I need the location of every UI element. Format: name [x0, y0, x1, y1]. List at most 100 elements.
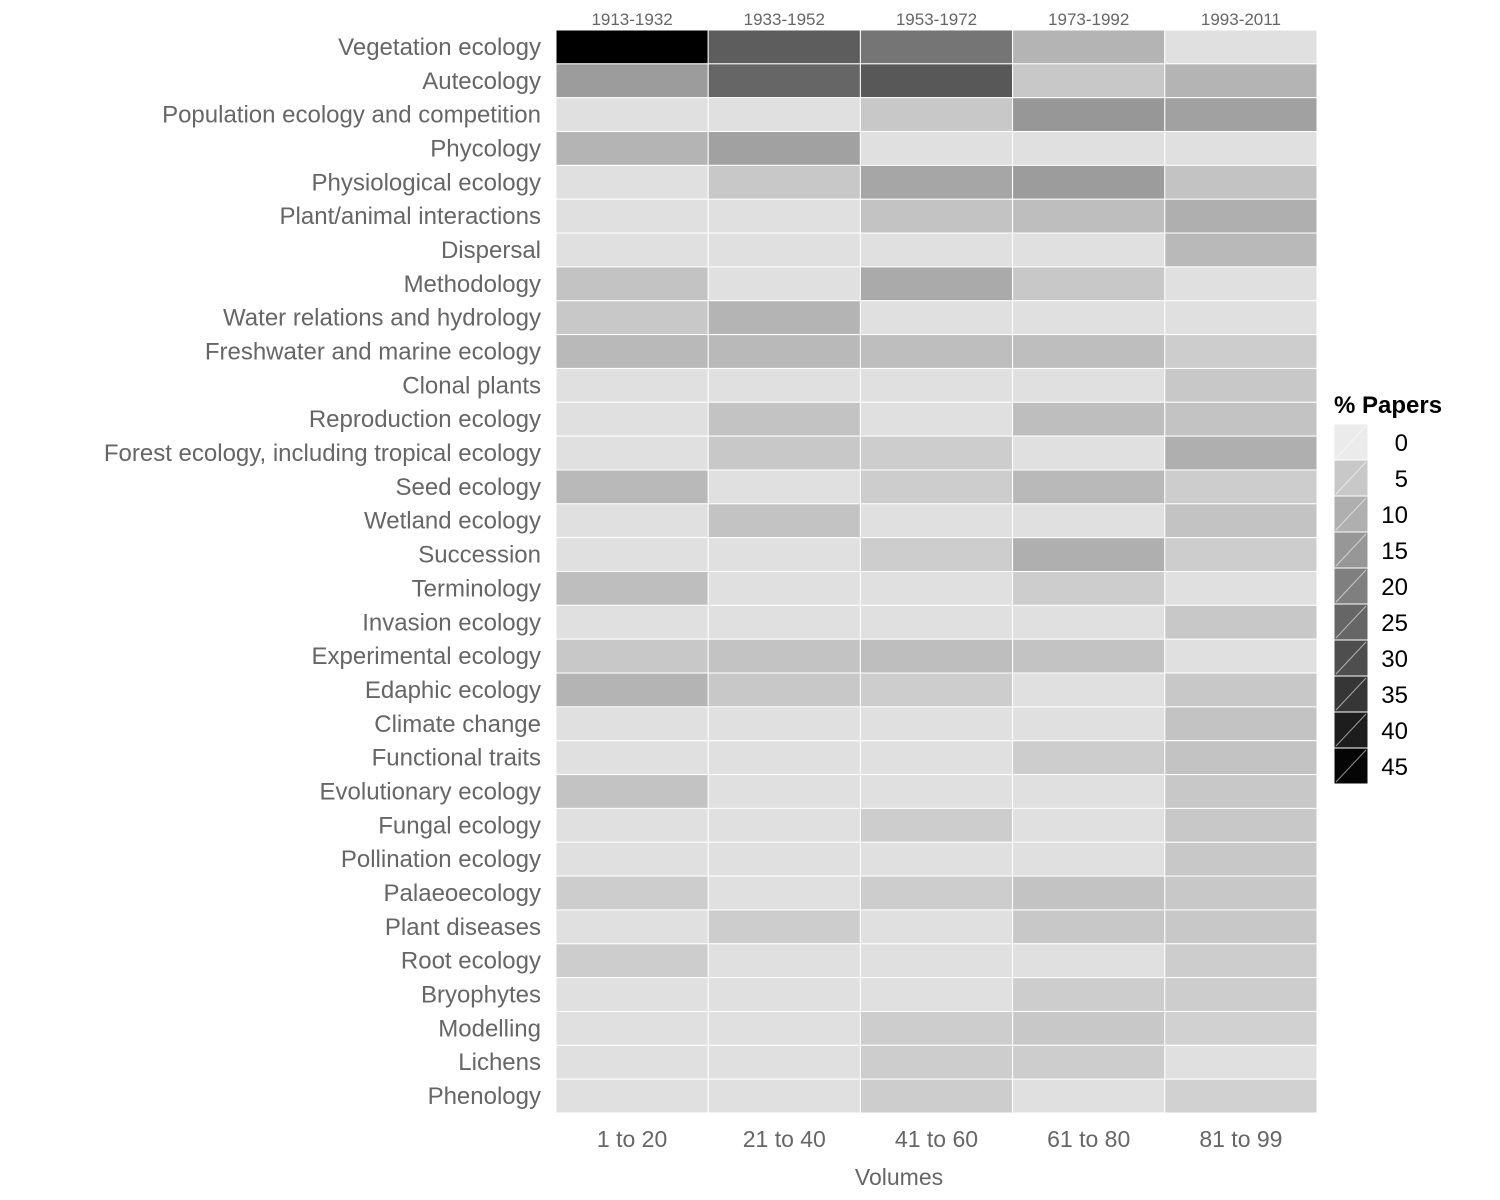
- cell-wetland-ecology-col-3: [859, 503, 1014, 539]
- row-label-modelling: Modelling: [438, 1015, 541, 1042]
- cell-modelling-col-2: [707, 1010, 861, 1046]
- cell-pollination-ecology-col-3: [859, 841, 1014, 877]
- cell-bryophytes-col-1: [555, 977, 709, 1012]
- cell-experimental-ecology-col-5: [1164, 638, 1318, 674]
- row-label-freshwater-and-marine-ecology: Freshwater and marine ecology: [205, 339, 541, 366]
- cell-invasion-ecology-col-4: [1012, 604, 1166, 640]
- cell-root-ecology-col-4: [1012, 943, 1166, 979]
- legend-label: 10: [1381, 502, 1408, 529]
- column-period-label: 1973-1992: [1048, 10, 1129, 29]
- row-label-bryophytes: Bryophytes: [421, 982, 541, 1009]
- cell-climate-change-col-3: [859, 706, 1014, 742]
- cell-plant-diseases-col-2: [707, 909, 861, 945]
- cell-edaphic-ecology-col-5: [1164, 672, 1318, 708]
- cell-dispersal-col-5: [1164, 232, 1318, 268]
- cell-phycology-col-5: [1164, 131, 1318, 166]
- cell-functional-traits-col-1: [555, 740, 709, 776]
- cell-seed-ecology-col-2: [707, 469, 861, 505]
- cell-palaeoecology-col-2: [707, 875, 861, 911]
- cell-experimental-ecology-col-2: [707, 638, 861, 674]
- cell-fungal-ecology-col-5: [1164, 807, 1318, 843]
- cell-reproduction-ecology-col-2: [707, 401, 861, 437]
- row-label-autecology: Autecology: [422, 68, 541, 95]
- cell-reproduction-ecology-col-4: [1012, 401, 1166, 437]
- cell-methodology-col-4: [1012, 266, 1166, 302]
- cell-terminology-col-4: [1012, 571, 1166, 606]
- cell-experimental-ecology-col-1: [555, 638, 709, 674]
- cell-physiological-ecology-col-3: [859, 164, 1014, 200]
- cell-physiological-ecology-col-2: [707, 164, 861, 200]
- cell-phenology-col-5: [1164, 1078, 1318, 1114]
- cell-water-relations-and-hydrology-col-1: [555, 300, 709, 336]
- legend-swatch-diagonal: [1335, 533, 1367, 567]
- cell-evolutionary-ecology-col-4: [1012, 774, 1166, 809]
- column-volume-label: 61 to 80: [1047, 1126, 1130, 1152]
- cell-vegetation-ecology-col-5: [1164, 29, 1318, 65]
- cell-physiological-ecology-col-1: [555, 164, 709, 200]
- row-label-reproduction-ecology: Reproduction ecology: [309, 406, 541, 433]
- row-label-phycology: Phycology: [430, 135, 541, 162]
- cell-modelling-col-5: [1164, 1010, 1318, 1046]
- cell-freshwater-and-marine-ecology-col-5: [1164, 334, 1318, 369]
- legend-swatch-diagonal: [1335, 749, 1367, 783]
- cell-pollination-ecology-col-5: [1164, 841, 1318, 877]
- cell-autecology-col-5: [1164, 63, 1318, 99]
- cell-palaeoecology-col-1: [555, 875, 709, 911]
- cell-evolutionary-ecology-col-1: [555, 774, 709, 809]
- cell-succession-col-2: [707, 537, 861, 572]
- cell-water-relations-and-hydrology-col-3: [859, 300, 1014, 336]
- cell-modelling-col-1: [555, 1010, 709, 1046]
- cell-clonal-plants-col-4: [1012, 367, 1166, 403]
- column-period-label: 1953-1972: [896, 10, 977, 29]
- cell-modelling-col-3: [859, 1010, 1014, 1046]
- cell-experimental-ecology-col-4: [1012, 638, 1166, 674]
- legend: % Papers 0 5 10 15 20 25 30 35 40 45: [1333, 392, 1442, 785]
- cell-dispersal-col-2: [707, 232, 861, 268]
- row-label-root-ecology: Root ecology: [401, 948, 541, 975]
- cell-vegetation-ecology-col-1: [555, 29, 709, 65]
- legend-label: 15: [1381, 538, 1408, 565]
- legend-swatch-diagonal: [1335, 461, 1367, 495]
- cell-autecology-col-2: [707, 63, 861, 99]
- cell-freshwater-and-marine-ecology-col-4: [1012, 334, 1166, 369]
- cell-phenology-col-4: [1012, 1078, 1166, 1114]
- cell-plant-animal-interactions-col-2: [707, 198, 861, 234]
- cell-lichens-col-3: [859, 1044, 1014, 1080]
- legend-label: 20: [1381, 574, 1408, 601]
- cell-climate-change-col-2: [707, 706, 861, 742]
- row-label-experimental-ecology: Experimental ecology: [312, 643, 541, 670]
- cell-functional-traits-col-3: [859, 740, 1014, 776]
- cell-pollination-ecology-col-4: [1012, 841, 1166, 877]
- cell-plant-animal-interactions-col-5: [1164, 198, 1318, 234]
- cell-evolutionary-ecology-col-2: [707, 774, 861, 809]
- legend-swatch-diagonal: [1335, 713, 1367, 747]
- legend-swatch-diagonal: [1335, 641, 1367, 675]
- cell-phycology-col-4: [1012, 131, 1166, 166]
- cell-bryophytes-col-5: [1164, 977, 1318, 1012]
- row-label-functional-traits: Functional traits: [372, 745, 541, 772]
- cell-freshwater-and-marine-ecology-col-2: [707, 334, 861, 369]
- cell-plant-diseases-col-3: [859, 909, 1014, 945]
- cell-population-ecology-and-competition-col-3: [859, 97, 1014, 133]
- cell-reproduction-ecology-col-5: [1164, 401, 1318, 437]
- cell-terminology-col-3: [859, 571, 1014, 606]
- row-label-invasion-ecology: Invasion ecology: [362, 609, 541, 636]
- cell-evolutionary-ecology-col-5: [1164, 774, 1318, 809]
- cell-plant-diseases-col-4: [1012, 909, 1166, 945]
- cell-functional-traits-col-4: [1012, 740, 1166, 776]
- cell-invasion-ecology-col-3: [859, 604, 1014, 640]
- cell-succession-col-1: [555, 537, 709, 572]
- legend-title: % Papers: [1334, 392, 1442, 419]
- legend-label: 25: [1381, 610, 1408, 637]
- cell-root-ecology-col-5: [1164, 943, 1318, 979]
- cell-seed-ecology-col-3: [859, 469, 1014, 505]
- row-label-methodology: Methodology: [404, 271, 541, 298]
- row-label-phenology: Phenology: [428, 1083, 541, 1110]
- legend-label: 30: [1381, 646, 1408, 673]
- cell-dispersal-col-3: [859, 232, 1014, 268]
- cell-lichens-col-1: [555, 1044, 709, 1080]
- cell-succession-col-4: [1012, 537, 1166, 572]
- cell-edaphic-ecology-col-3: [859, 672, 1014, 708]
- cell-forest-ecology-including-tropical-ecology-col-4: [1012, 435, 1166, 471]
- cell-palaeoecology-col-5: [1164, 875, 1318, 911]
